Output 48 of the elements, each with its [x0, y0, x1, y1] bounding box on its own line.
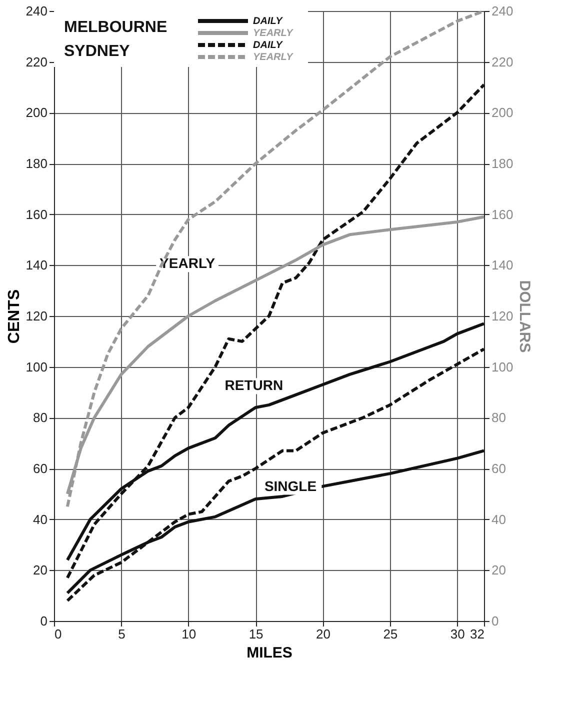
- y-tick-label: 20: [33, 562, 48, 578]
- legend-label: YEARLY: [253, 52, 294, 63]
- y-tick-label: 220: [26, 54, 48, 70]
- legend-label: DAILY: [253, 40, 284, 51]
- x-axis-title: MILES: [246, 644, 292, 662]
- y-axis-title: CENTS: [6, 289, 23, 344]
- x-tick-label: 30: [450, 626, 465, 642]
- y2-tick-label: 100: [492, 359, 514, 374]
- annotation: RETURN: [224, 377, 284, 394]
- y2-tick-label: 80: [492, 410, 506, 426]
- y-tick-label: 120: [26, 308, 48, 324]
- y2-tick-label: 40: [492, 512, 506, 527]
- y-tick-label: 240: [26, 4, 48, 18]
- y2-tick-label: 0: [492, 614, 499, 628]
- y2-tick-label: 160: [492, 206, 514, 222]
- y-tick-label: 180: [26, 156, 48, 171]
- x-tick-label: 15: [248, 626, 264, 642]
- y-tick-label: 200: [26, 105, 48, 120]
- x-tick-label: 10: [182, 626, 196, 642]
- y2-tick-label: 220: [492, 54, 514, 70]
- y2-tick-label: 20: [492, 562, 506, 578]
- y-tick-label: 160: [26, 206, 48, 222]
- y-tick-label: 40: [33, 512, 48, 527]
- line-series: [66, 83, 486, 580]
- x-tick-label: 25: [383, 626, 398, 642]
- x-tick-label: 0: [54, 626, 62, 642]
- x-tick-label: 20: [316, 626, 330, 642]
- y-tick-label: 80: [33, 410, 48, 426]
- line-series: [66, 348, 486, 602]
- y-tick-label: 140: [26, 258, 48, 273]
- y-tick-label: 100: [26, 359, 48, 374]
- legend-label: DAILY: [253, 16, 284, 27]
- y2-tick-label: 60: [492, 461, 506, 476]
- y2-tick-label: 140: [492, 258, 514, 273]
- x-tick-label: 32: [470, 626, 484, 642]
- x-tick-label: 5: [118, 626, 126, 642]
- annotation: SINGLE: [264, 478, 317, 494]
- legend-label: YEARLY: [253, 28, 294, 39]
- annotation: SYDNEY: [64, 43, 130, 60]
- annotation: MELBOURNE: [64, 19, 168, 36]
- y2-tick-label: 180: [492, 156, 514, 171]
- y-tick-label: 0: [40, 614, 48, 628]
- y2-tick-label: 120: [492, 308, 514, 324]
- y2-tick-label: 200: [492, 105, 514, 120]
- y-tick-label: 60: [33, 461, 48, 476]
- annotation: YEARLY: [160, 255, 216, 272]
- y2-axis-title: DOLLARS: [516, 280, 534, 353]
- y2-tick-label: 240: [492, 4, 514, 18]
